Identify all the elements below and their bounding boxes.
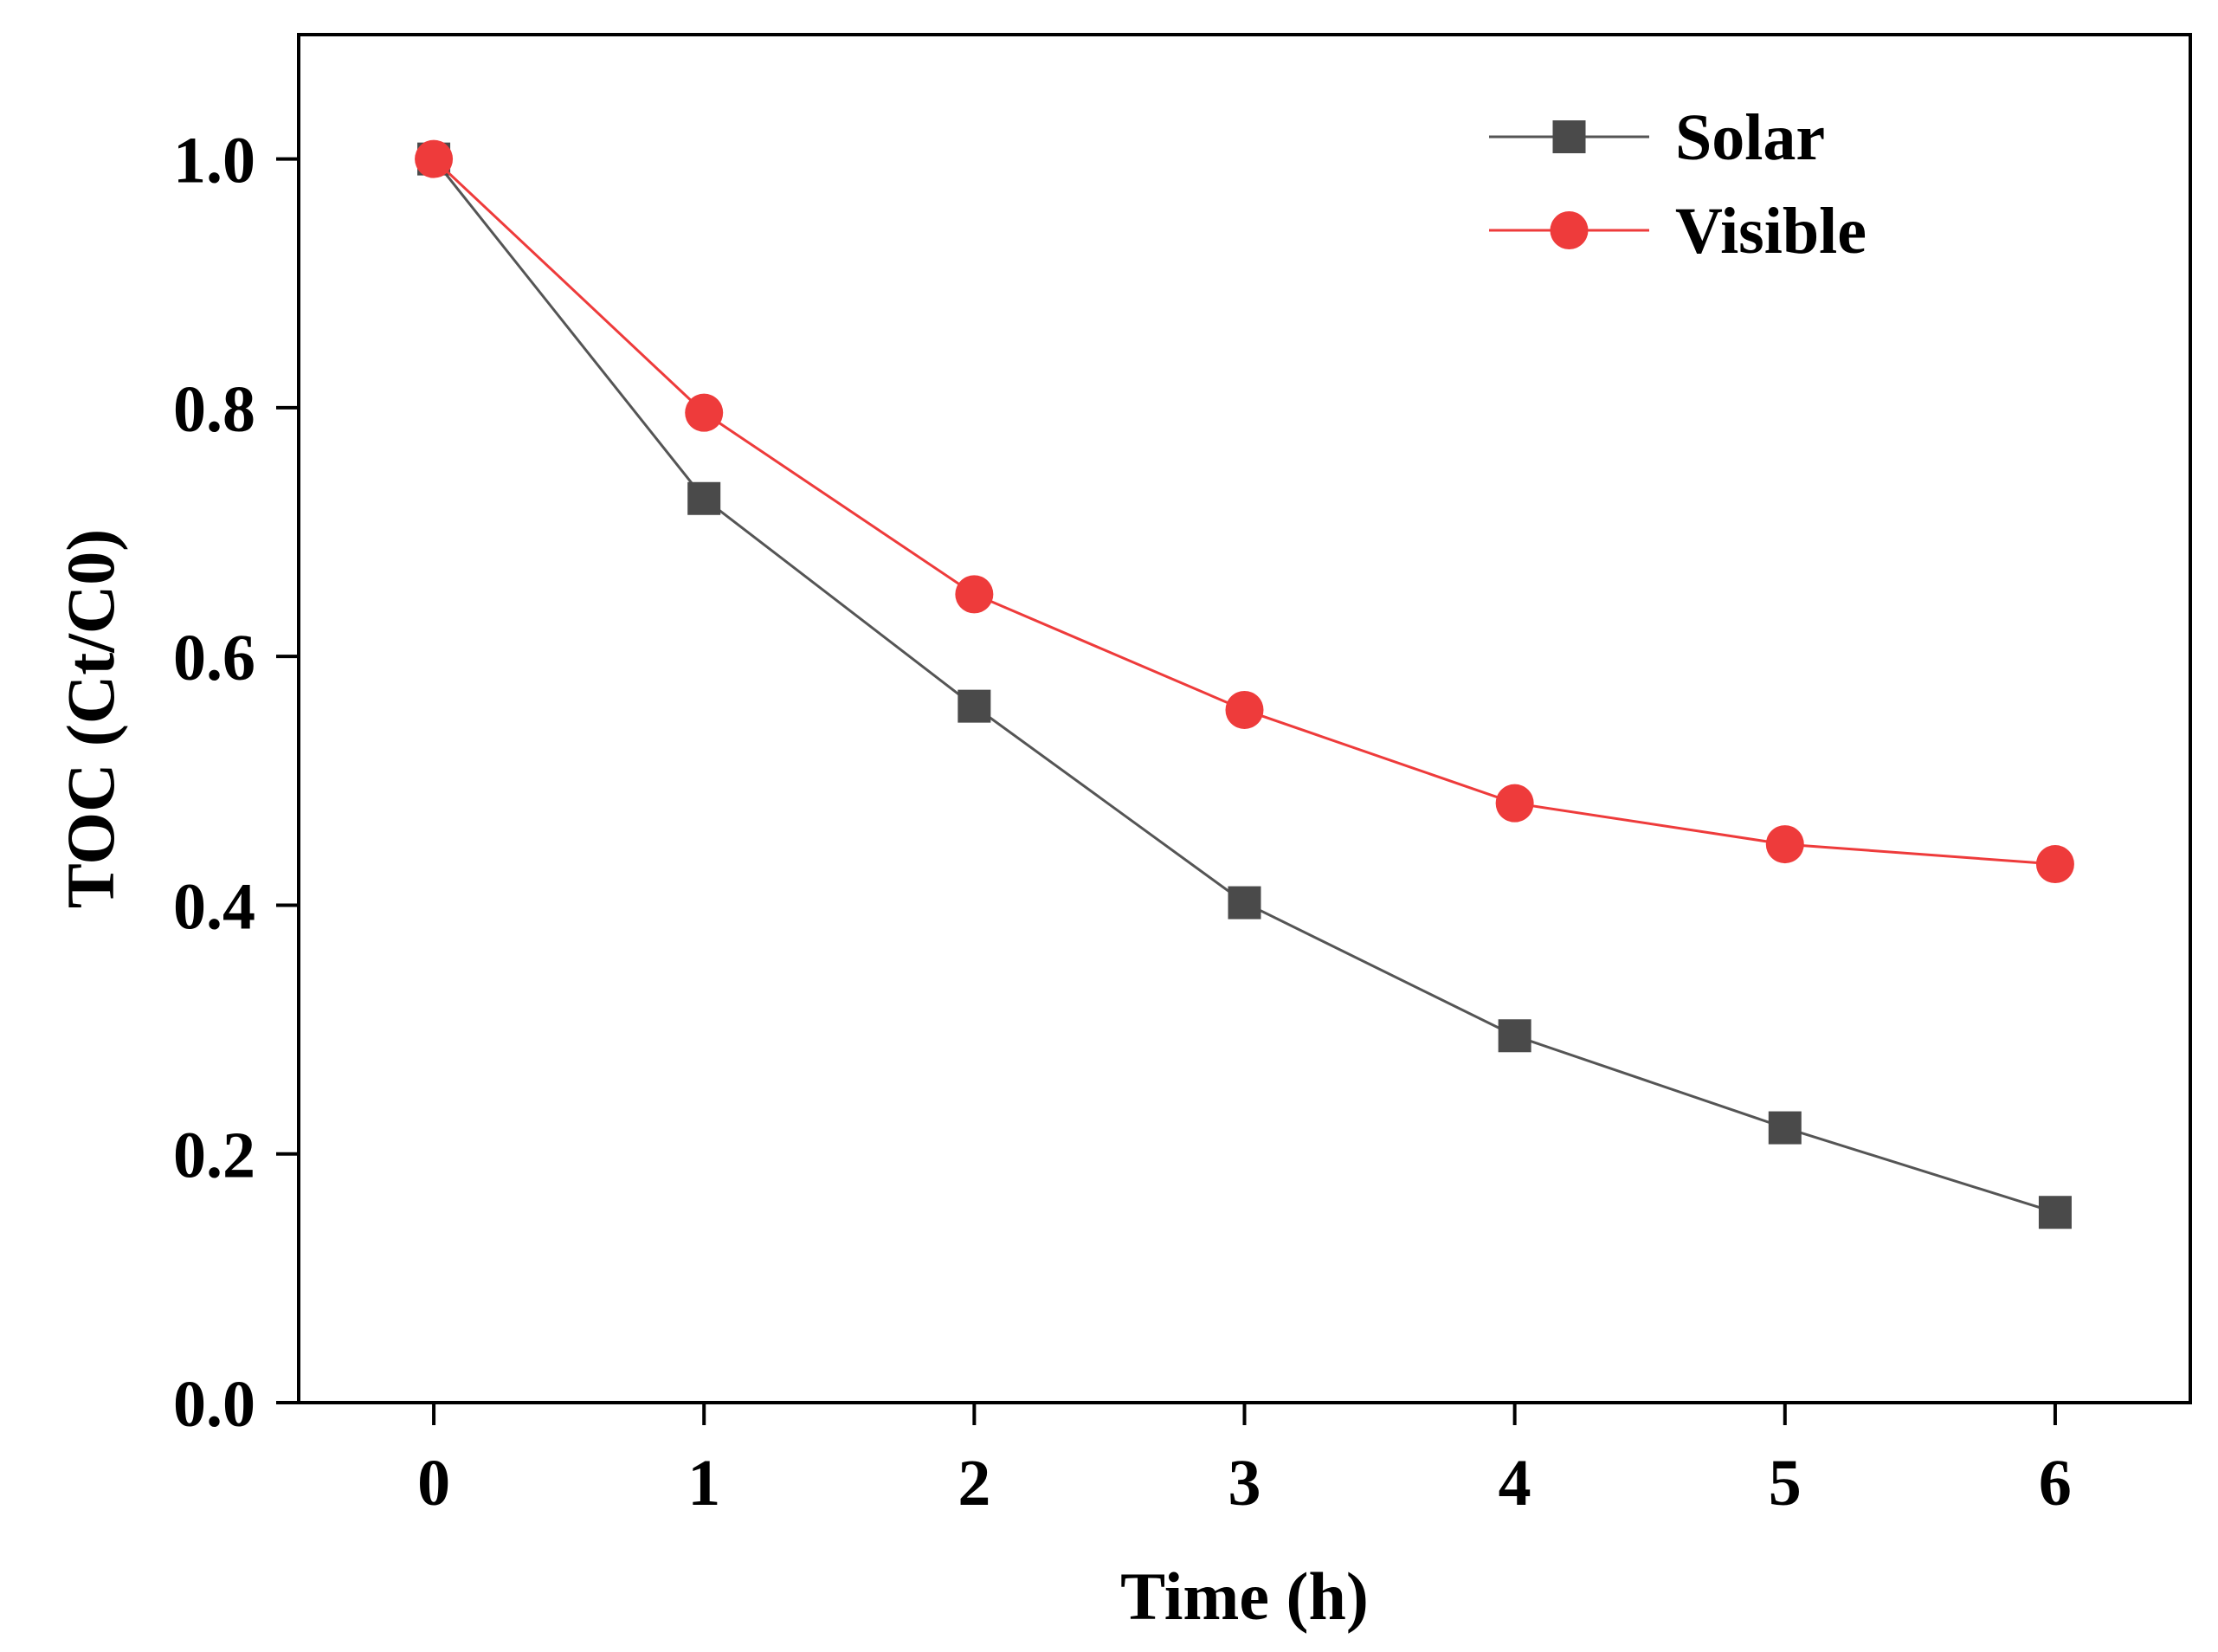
legend-square-marker — [1552, 120, 1586, 153]
y-tick-label: 1.0 — [173, 125, 255, 197]
x-tick-label: 0 — [417, 1447, 450, 1520]
x-tick-label: 6 — [2039, 1447, 2072, 1520]
data-point-visible — [2035, 845, 2074, 884]
data-point-solar — [2038, 1196, 2072, 1229]
legend-item-visible: Visible — [1489, 195, 1867, 268]
data-point-solar — [687, 481, 721, 515]
x-tick-label: 5 — [1769, 1447, 1802, 1520]
y-tick-label: 0.4 — [173, 870, 255, 943]
data-point-solar — [957, 689, 991, 723]
data-point-solar — [1498, 1019, 1531, 1053]
x-tick-label: 3 — [1228, 1447, 1261, 1520]
data-point-visible — [685, 393, 724, 432]
x-tick-label: 4 — [1499, 1447, 1531, 1520]
legend: Solar Visible — [1489, 101, 1867, 268]
data-point-visible — [415, 139, 454, 178]
legend-label: Solar — [1675, 101, 1825, 174]
y-tick-label: 0.2 — [173, 1120, 255, 1192]
series-visible — [415, 139, 2074, 884]
y-axis-title: TOC (Ct/C0) — [53, 529, 128, 908]
data-point-visible — [955, 575, 994, 614]
data-point-visible — [1765, 825, 1804, 864]
legend-item-solar: Solar — [1489, 101, 1825, 174]
data-point-visible — [1225, 690, 1264, 729]
x-tick-label: 2 — [957, 1447, 990, 1520]
data-point-visible — [1495, 784, 1534, 823]
x-axis: 0 1 2 3 4 5 6 — [417, 1403, 2072, 1520]
x-axis-title: Time (h) — [1120, 1558, 1369, 1634]
y-tick-label: 0.6 — [173, 622, 255, 694]
y-axis: 0.0 0.2 0.4 0.6 0.8 1.0 — [173, 125, 299, 1441]
series-layer — [415, 139, 2074, 1229]
legend-label: Visible — [1675, 195, 1867, 268]
data-point-solar — [1228, 886, 1261, 920]
y-tick-label: 0.8 — [173, 373, 255, 446]
y-tick-label: 0.0 — [173, 1368, 255, 1441]
x-tick-label: 1 — [687, 1447, 720, 1520]
legend-circle-marker — [1550, 211, 1589, 249]
data-point-solar — [1768, 1111, 1802, 1145]
